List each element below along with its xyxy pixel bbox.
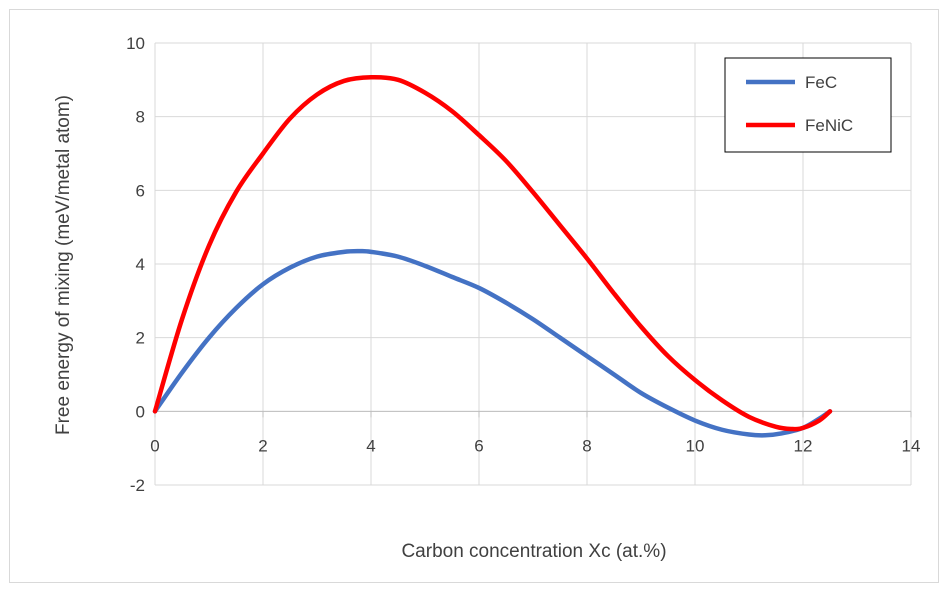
legend-box (724, 57, 892, 153)
y-tick-label: 8 (136, 108, 145, 127)
x-tick-label: 8 (582, 436, 591, 455)
x-tick-label: 6 (474, 436, 483, 455)
y-tick-label: 0 (136, 402, 145, 421)
y-axis-title: Free energy of mixing (meV/metal atom) (53, 95, 74, 435)
y-tick-label: 6 (136, 181, 145, 200)
x-tick-label: 10 (686, 436, 705, 455)
x-tick-label: 4 (366, 436, 375, 455)
x-axis-title: Carbon concentration Xc (at.%) (401, 541, 666, 562)
x-tick-label: 12 (794, 436, 813, 455)
tick-labels: 0 2 4 6 8 10 12 14 -2 0 2 4 6 8 10 (126, 34, 920, 495)
y-tick-label: 2 (136, 329, 145, 348)
legend-label-fec: FeC (805, 73, 837, 92)
series-lines (152, 74, 833, 438)
y-tick-label: -2 (130, 476, 145, 495)
series-line-fenic (152, 74, 833, 432)
legend-label-fenic: FeNiC (805, 116, 853, 135)
x-tick-label: 0 (150, 436, 159, 455)
y-tick-label: 10 (126, 34, 145, 53)
legend: FeC FeNiC (724, 57, 892, 153)
y-tick-label: 4 (136, 255, 145, 274)
x-tick-label: 2 (258, 436, 267, 455)
series-line-fec (152, 248, 833, 438)
x-tick-label: 14 (902, 436, 921, 455)
